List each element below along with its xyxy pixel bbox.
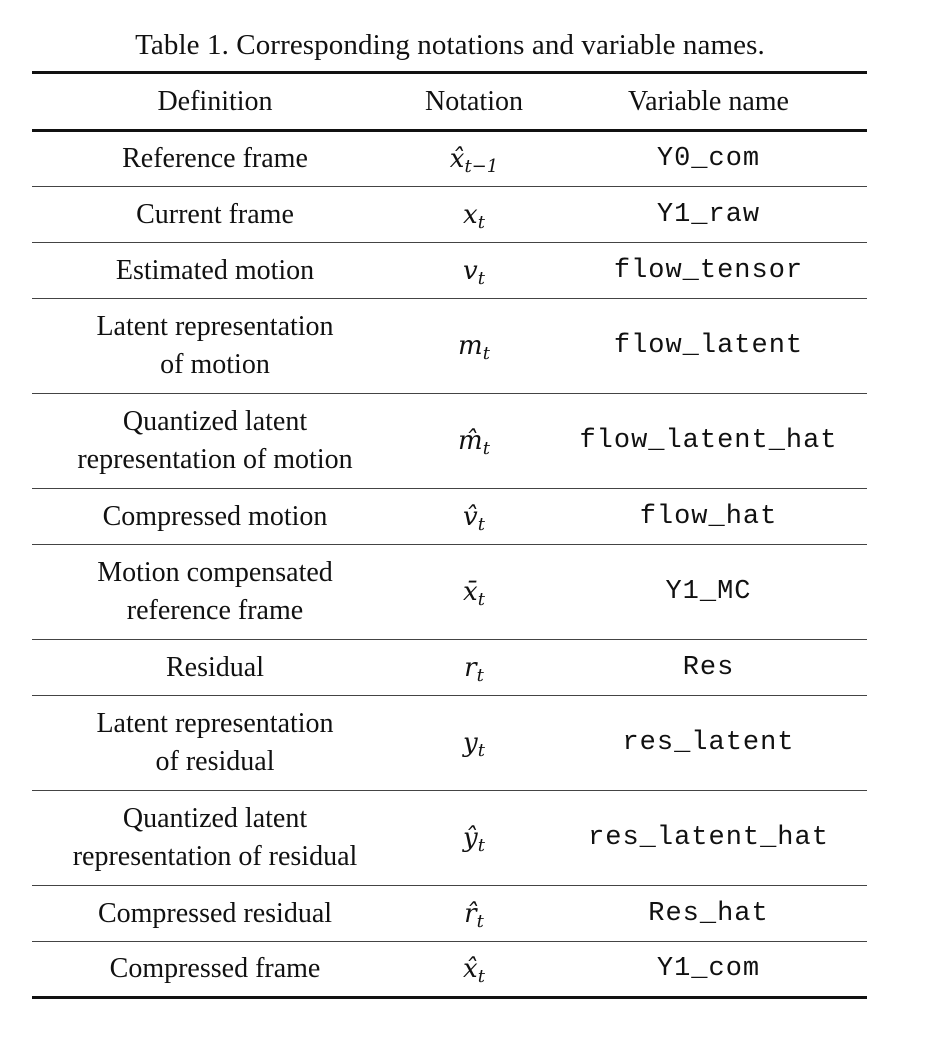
definition-cell: Latent representation of motion [96, 311, 334, 380]
variable-name-cell: flow_latent_hat [579, 426, 838, 456]
table-row: Quantized latent representation of resid… [32, 791, 867, 886]
table-row: Current frame xt Y1_raw [32, 187, 867, 243]
notation-symbol: ŷ [463, 823, 478, 853]
notation-cell: x̄t [398, 545, 550, 640]
notation-subscript: t [476, 664, 484, 686]
table-row: Motion compensated reference frame x̄t Y… [32, 545, 867, 640]
table-row: Estimated motion vt flow_tensor [32, 243, 867, 299]
notation-cell: ŷt [398, 791, 550, 886]
notation-symbol: x̂ [463, 954, 478, 984]
notation-table: Definition Notation Variable name Refere… [32, 71, 867, 999]
notation-subscript: t [476, 910, 484, 932]
definition-cell: Residual [166, 651, 264, 683]
definition-cell: Reference frame [122, 143, 308, 174]
variable-name-cell: flow_latent [613, 331, 804, 361]
definition-cell: Motion compensated reference frame [97, 557, 333, 626]
table-caption: Table 1. Corresponding notations and var… [135, 29, 765, 61]
notation-subscript: t [477, 513, 485, 535]
notation-subscript: t [477, 267, 485, 289]
table-row: Latent representation of residual yt res… [32, 696, 867, 791]
notation-subscript: t [477, 835, 485, 856]
variable-name-cell: Res_hat [648, 898, 769, 929]
definition-cell: Current frame [136, 198, 294, 230]
definition-cell: Quantized latent representation of resid… [72, 803, 358, 872]
definition-cell: Compressed residual [97, 897, 333, 929]
notation-cell: mt [398, 299, 550, 394]
notation-subscript: t [482, 343, 490, 364]
notation-cell: xt [398, 187, 550, 243]
notation-symbol: m [458, 331, 483, 361]
column-header-definition: Definition [157, 85, 273, 117]
notation-cell: x̂t−1 [398, 131, 550, 187]
variable-name-cell: flow_hat [639, 501, 778, 532]
notation-cell: rt [398, 640, 550, 696]
notation-cell: x̂t [398, 942, 550, 998]
notation-subscript: t [477, 740, 485, 761]
notation-cell: r̂t [398, 886, 550, 942]
definition-cell: Latent representation of residual [96, 708, 334, 777]
notation-symbol: r [464, 652, 477, 683]
table-row: Compressed frame x̂t Y1_com [32, 942, 867, 998]
notation-symbol: x̂ [449, 144, 465, 174]
table-row: Compressed motion v̂t flow_hat [32, 489, 867, 545]
column-header-variable-name: Variable name [628, 85, 789, 117]
variable-name-cell: res_latent_hat [588, 823, 829, 853]
notation-subscript: t [477, 211, 485, 233]
notation-symbol: x̄ [463, 577, 478, 607]
table-row: Quantized latent representation of motio… [32, 394, 867, 489]
notation-symbol: m̂ [458, 426, 483, 456]
variable-name-cell: Y1_raw [656, 199, 761, 230]
notation-subscript: t [482, 438, 490, 459]
table-row: Compressed residual r̂t Res_hat [32, 886, 867, 942]
notation-subscript: t [477, 966, 485, 987]
notation-symbol: r̂ [464, 898, 477, 929]
table-row: Reference frame x̂t−1 Y0_com [32, 131, 867, 187]
notation-cell: vt [398, 243, 550, 299]
notation-symbol: v [463, 255, 478, 286]
definition-cell: Compressed motion [102, 500, 328, 532]
variable-name-cell: Y1_com [656, 954, 761, 984]
table-row: Residual rt Res [32, 640, 867, 696]
notation-table-container: Definition Notation Variable name Refere… [32, 71, 867, 999]
table-header-row: Definition Notation Variable name [32, 72, 867, 131]
notation-symbol: x [463, 199, 478, 230]
notation-subscript: t [477, 589, 485, 610]
variable-name-cell: flow_tensor [613, 255, 804, 286]
column-header-notation: Notation [425, 85, 523, 117]
definition-cell: Compressed frame [109, 953, 321, 984]
variable-name-cell: Res [682, 652, 735, 683]
definition-cell: Estimated motion [115, 254, 315, 286]
definition-cell: Quantized latent representation of motio… [77, 406, 353, 475]
notation-symbol: v̂ [463, 501, 478, 532]
notation-cell: v̂t [398, 489, 550, 545]
notation-subscript: t−1 [464, 156, 499, 177]
variable-name-cell: Y0_com [656, 144, 761, 174]
notation-cell: yt [398, 696, 550, 791]
notation-symbol: y [463, 728, 478, 758]
variable-name-cell: res_latent [622, 728, 795, 758]
variable-name-cell: Y1_MC [665, 577, 752, 607]
notation-cell: m̂t [398, 394, 550, 489]
table-row: Latent representation of motion mt flow_… [32, 299, 867, 394]
